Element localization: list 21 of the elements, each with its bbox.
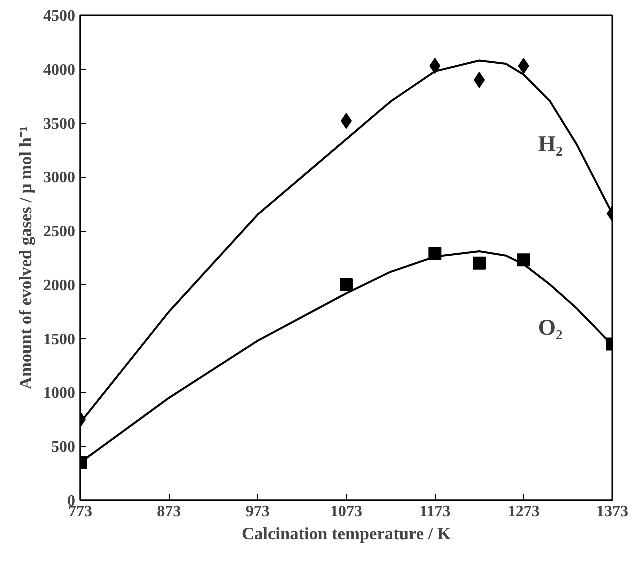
y-tick-label: 2500 bbox=[44, 224, 76, 241]
x-tick-label: 1273 bbox=[508, 504, 540, 520]
y-tick-label: 2000 bbox=[44, 277, 76, 294]
series-label: H₂ bbox=[538, 132, 564, 157]
y-tick-label: 4500 bbox=[44, 8, 76, 25]
x-axis-title: Calcination temperature / K bbox=[242, 524, 452, 544]
x-tick-label: 1373 bbox=[596, 504, 628, 520]
x-tick-label: 1073 bbox=[330, 504, 362, 520]
x-tick-label: 973 bbox=[246, 504, 270, 520]
y-tick-label: 3000 bbox=[44, 170, 76, 187]
x-tick-label: 873 bbox=[157, 504, 182, 520]
y-tick-label: 1500 bbox=[44, 331, 76, 348]
series-label: O₂ bbox=[538, 314, 564, 340]
point bbox=[340, 278, 353, 292]
y-tick-label: 3500 bbox=[44, 116, 76, 133]
y-tick-label: 1000 bbox=[44, 385, 76, 402]
y-tick-label: 4000 bbox=[44, 62, 76, 79]
x-tick-label: 1173 bbox=[420, 504, 451, 520]
point bbox=[473, 256, 486, 270]
y-axis-title: Amount of evolved gases / μ mol h⁻¹ bbox=[16, 126, 36, 390]
y-tick-label: 500 bbox=[52, 439, 76, 456]
